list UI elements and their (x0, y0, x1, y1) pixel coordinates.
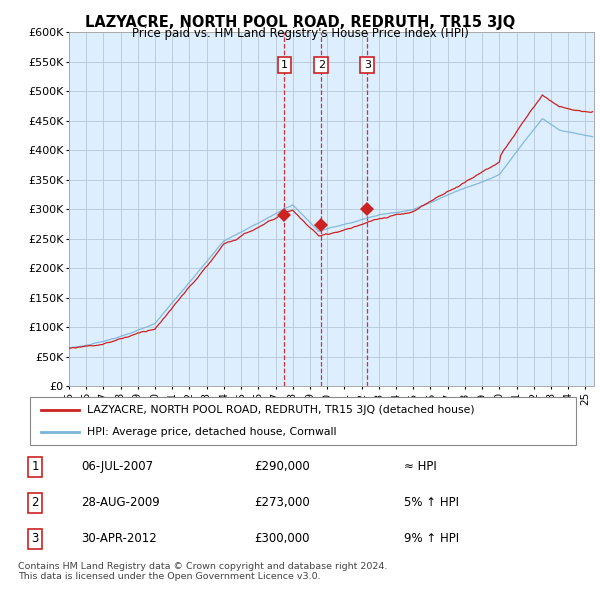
Text: HPI: Average price, detached house, Cornwall: HPI: Average price, detached house, Corn… (88, 427, 337, 437)
Text: £273,000: £273,000 (254, 496, 310, 509)
Text: 1: 1 (281, 60, 288, 70)
Text: £290,000: £290,000 (254, 460, 310, 473)
Text: 5% ↑ HPI: 5% ↑ HPI (404, 496, 458, 509)
Text: 1: 1 (31, 460, 39, 473)
Text: Contains HM Land Registry data © Crown copyright and database right 2024.
This d: Contains HM Land Registry data © Crown c… (18, 562, 388, 581)
Text: Price paid vs. HM Land Registry's House Price Index (HPI): Price paid vs. HM Land Registry's House … (131, 27, 469, 40)
Text: 2: 2 (318, 60, 325, 70)
Text: 3: 3 (31, 532, 39, 546)
FancyBboxPatch shape (30, 397, 576, 445)
Text: 28-AUG-2009: 28-AUG-2009 (81, 496, 160, 509)
Text: 2: 2 (31, 496, 39, 509)
Text: 9% ↑ HPI: 9% ↑ HPI (404, 532, 459, 546)
Text: 06-JUL-2007: 06-JUL-2007 (81, 460, 153, 473)
Text: ≈ HPI: ≈ HPI (404, 460, 436, 473)
Text: 3: 3 (364, 60, 371, 70)
Text: LAZYACRE, NORTH POOL ROAD, REDRUTH, TR15 3JQ: LAZYACRE, NORTH POOL ROAD, REDRUTH, TR15… (85, 15, 515, 30)
Text: £300,000: £300,000 (254, 532, 310, 546)
Text: LAZYACRE, NORTH POOL ROAD, REDRUTH, TR15 3JQ (detached house): LAZYACRE, NORTH POOL ROAD, REDRUTH, TR15… (88, 405, 475, 415)
Text: 30-APR-2012: 30-APR-2012 (81, 532, 157, 546)
